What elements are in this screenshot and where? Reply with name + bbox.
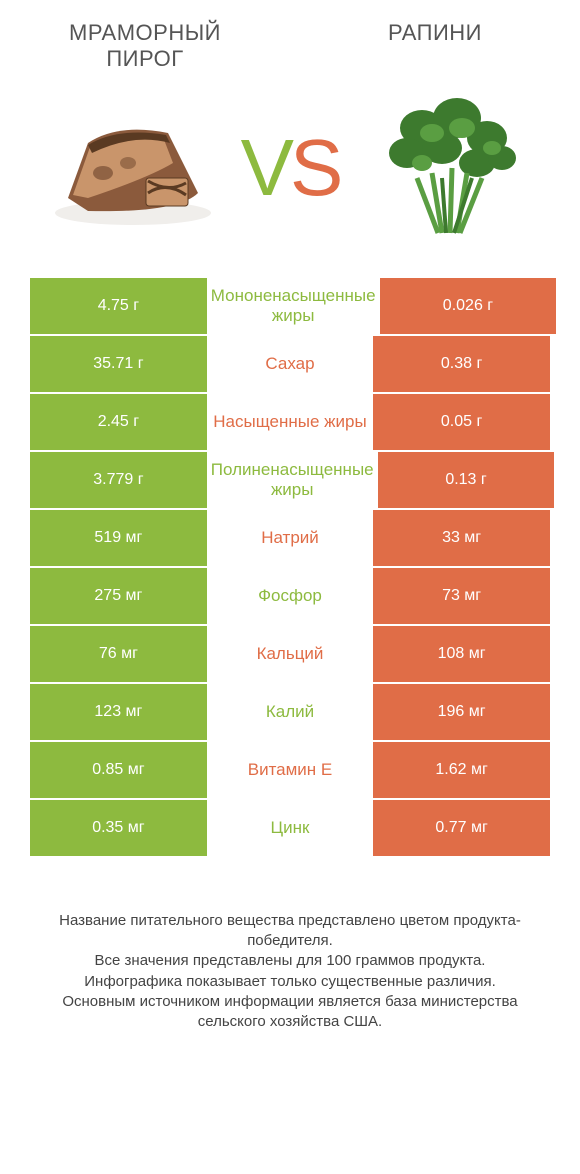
table-row: 0.35 мг Цинк 0.77 мг — [30, 800, 550, 856]
footer-line: Название питательного вещества представл… — [35, 911, 545, 952]
vs-label: VS — [236, 122, 345, 214]
table-row: 35.71 г Сахар 0.38 г — [30, 336, 550, 392]
right-product-title: РАПИНИ — [320, 20, 550, 46]
table-row: 519 мг Натрий 33 мг — [30, 510, 550, 566]
left-value: 4.75 г — [30, 278, 207, 334]
left-product-image — [30, 83, 236, 253]
right-value: 1.62 мг — [373, 742, 550, 798]
table-row: 4.75 г Мононенасыщенные жиры 0.026 г — [30, 278, 550, 334]
infographic-container: МРАМОРНЫЙ ПИРОГ РАПИНИ VS — [0, 0, 580, 1062]
rapini-icon — [362, 83, 532, 253]
right-value: 0.026 г — [380, 278, 557, 334]
right-value: 196 мг — [373, 684, 550, 740]
right-value: 0.13 г — [378, 452, 555, 508]
comparison-table: 4.75 г Мононенасыщенные жиры 0.026 г 35.… — [30, 278, 550, 856]
table-row: 3.779 г Полиненасыщенные жиры 0.13 г — [30, 452, 550, 508]
nutrient-label: Кальций — [207, 626, 373, 682]
nutrient-label: Витамин E — [207, 742, 373, 798]
footer-line: Инфографика показывает только существенн… — [35, 972, 545, 992]
left-value: 3.779 г — [30, 452, 207, 508]
left-product-title: МРАМОРНЫЙ ПИРОГ — [30, 20, 260, 73]
left-value: 0.35 мг — [30, 800, 207, 856]
table-row: 275 мг Фосфор 73 мг — [30, 568, 550, 624]
cake-icon — [48, 103, 218, 233]
right-value: 0.05 г — [373, 394, 550, 450]
left-value: 2.45 г — [30, 394, 207, 450]
right-value: 0.38 г — [373, 336, 550, 392]
header-row: МРАМОРНЫЙ ПИРОГ РАПИНИ — [30, 20, 550, 73]
nutrient-label: Мононенасыщенные жиры — [207, 278, 380, 334]
nutrient-label: Полиненасыщенные жиры — [207, 452, 378, 508]
vs-letter-v: V — [241, 123, 290, 212]
right-value: 108 мг — [373, 626, 550, 682]
left-value: 76 мг — [30, 626, 207, 682]
nutrient-label: Цинк — [207, 800, 373, 856]
nutrient-label: Насыщенные жиры — [207, 394, 373, 450]
left-value: 35.71 г — [30, 336, 207, 392]
table-row: 0.85 мг Витамин E 1.62 мг — [30, 742, 550, 798]
footer-line: Основным источником информации является … — [35, 992, 545, 1033]
right-value: 73 мг — [373, 568, 550, 624]
footer-notes: Название питательного вещества представл… — [30, 911, 550, 1033]
right-value: 0.77 мг — [373, 800, 550, 856]
nutrient-label: Натрий — [207, 510, 373, 566]
nutrient-label: Калий — [207, 684, 373, 740]
vs-letter-s: S — [290, 123, 339, 212]
left-value: 0.85 мг — [30, 742, 207, 798]
left-value: 123 мг — [30, 684, 207, 740]
table-row: 76 мг Кальций 108 мг — [30, 626, 550, 682]
left-value: 519 мг — [30, 510, 207, 566]
footer-line: Все значения представлены для 100 граммо… — [35, 951, 545, 971]
right-product-image — [344, 83, 550, 253]
nutrient-label: Фосфор — [207, 568, 373, 624]
images-row: VS — [30, 83, 550, 253]
right-value: 33 мг — [373, 510, 550, 566]
nutrient-label: Сахар — [207, 336, 373, 392]
table-row: 2.45 г Насыщенные жиры 0.05 г — [30, 394, 550, 450]
left-value: 275 мг — [30, 568, 207, 624]
table-row: 123 мг Калий 196 мг — [30, 684, 550, 740]
